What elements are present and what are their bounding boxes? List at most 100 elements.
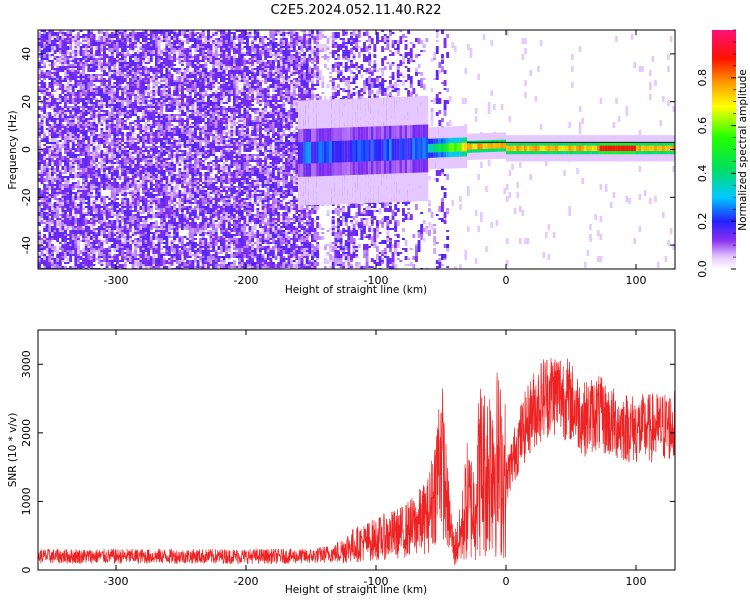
spectrogram-cell bbox=[61, 190, 65, 192]
spectrogram-cell bbox=[38, 56, 41, 58]
spectrogram-cell bbox=[53, 168, 57, 170]
spectrogram-cell bbox=[121, 234, 125, 236]
spectrogram-cell bbox=[131, 72, 135, 74]
spectrogram-cell bbox=[165, 32, 169, 38]
spectrogram-cell bbox=[69, 60, 73, 62]
spectrogram-cell bbox=[100, 198, 104, 202]
spectrogram-cell bbox=[74, 256, 78, 258]
spectrogram-cell bbox=[136, 110, 140, 112]
spectrogram-cell bbox=[126, 170, 130, 174]
spectrogram-cell bbox=[131, 258, 135, 264]
spectrogram-cell bbox=[74, 232, 78, 234]
spectrogram-cell bbox=[204, 132, 208, 134]
spectrogram-cell bbox=[56, 162, 60, 168]
spectrogram-cell bbox=[134, 110, 138, 116]
spectrogram-cell bbox=[178, 194, 182, 198]
spectrogram-cell bbox=[155, 220, 158, 222]
spectrogram-cell bbox=[82, 68, 86, 74]
spectrogram-cell bbox=[51, 220, 54, 222]
spectrogram-cell bbox=[74, 36, 78, 42]
spectrogram-cell bbox=[61, 38, 65, 40]
spectrogram-cell bbox=[139, 86, 143, 88]
spectrogram-cell bbox=[165, 42, 169, 44]
spectrogram-cell bbox=[38, 190, 41, 192]
spectrogram-cell bbox=[196, 32, 200, 34]
spectrogram-cell bbox=[201, 34, 205, 36]
spectrogram-cell bbox=[95, 46, 99, 52]
spectrogram-cell bbox=[74, 162, 78, 164]
spectrogram-cell bbox=[170, 178, 174, 182]
spectrogram-cell bbox=[123, 204, 127, 206]
spectrogram-cell bbox=[196, 158, 200, 162]
spectrogram-cell bbox=[173, 180, 177, 182]
spectrogram-cell bbox=[149, 116, 153, 120]
spectrogram-cell bbox=[183, 56, 187, 62]
spectrogram-cell bbox=[136, 176, 140, 178]
spectrogram-cell bbox=[118, 138, 122, 140]
spectrogram-cell bbox=[178, 226, 182, 228]
spectrogram-cell bbox=[144, 234, 148, 240]
spectrogram-cell bbox=[181, 240, 184, 242]
spectrogram-cell bbox=[131, 224, 135, 226]
spectrogram-cell bbox=[64, 156, 67, 162]
spectrogram-cell bbox=[199, 120, 203, 124]
spectrogram-cell bbox=[43, 194, 47, 196]
spectrogram-cell bbox=[155, 188, 158, 190]
spectrogram-cell bbox=[131, 78, 135, 82]
spectrogram-cell bbox=[178, 70, 182, 74]
spectrogram-cell bbox=[38, 40, 41, 42]
spectrogram-cell bbox=[53, 62, 57, 64]
spectrogram-cell bbox=[123, 142, 127, 144]
spectrogram-cell bbox=[155, 160, 158, 162]
spectrogram-cell bbox=[51, 176, 54, 182]
spectrogram-cell bbox=[66, 238, 70, 240]
spectrogram-cell bbox=[162, 170, 166, 174]
spectrogram-cell bbox=[103, 236, 106, 238]
spectrogram-cell bbox=[64, 130, 67, 134]
spectrogram-cell bbox=[40, 202, 44, 204]
spectrogram-cell bbox=[129, 68, 132, 70]
spectrogram-cell bbox=[56, 112, 60, 114]
spectrogram-cell bbox=[175, 126, 179, 130]
spectrogram-cell bbox=[173, 142, 177, 144]
spectrogram-cell bbox=[61, 144, 65, 148]
spectrogram-cell bbox=[178, 162, 182, 164]
spectrogram-cell bbox=[204, 158, 208, 160]
spectrogram-cell bbox=[191, 84, 195, 90]
spectrogram-cell bbox=[191, 90, 195, 92]
spectrogram-cell bbox=[45, 76, 49, 78]
spectrogram-cell bbox=[43, 96, 47, 102]
spectrogram-cell bbox=[199, 260, 203, 262]
spectrogram-cell bbox=[183, 166, 187, 172]
spectrogram-cell bbox=[53, 238, 57, 240]
spectrogram-cell bbox=[87, 160, 91, 162]
spectrogram-cell bbox=[181, 76, 184, 80]
spectrogram-cell bbox=[51, 238, 54, 240]
spectrogram-cell bbox=[56, 194, 60, 196]
spectrogram-cell bbox=[134, 166, 138, 170]
spectrogram-cell bbox=[186, 100, 190, 102]
spectrogram-cell bbox=[134, 128, 138, 130]
spectrogram-cell bbox=[196, 170, 200, 172]
spectrogram-cell bbox=[165, 178, 169, 180]
spectrogram-cell bbox=[97, 74, 101, 76]
spectrogram-cell bbox=[69, 122, 73, 128]
spectrogram-cell bbox=[131, 32, 135, 36]
spectrogram-cell bbox=[139, 236, 143, 238]
spectrogram-cell bbox=[108, 246, 112, 250]
spectrogram-cell bbox=[207, 108, 210, 110]
spectrogram-cell bbox=[194, 48, 197, 52]
spectrogram-cell bbox=[170, 132, 174, 138]
spectrogram-cell bbox=[110, 260, 114, 264]
spectrogram-cell bbox=[194, 90, 197, 96]
spectrogram-cell bbox=[173, 144, 177, 148]
spectrogram-cell bbox=[134, 184, 138, 190]
spectrogram-cell bbox=[61, 192, 65, 194]
spectrogram-cell bbox=[139, 254, 143, 258]
spectrogram-cell bbox=[90, 182, 93, 184]
spectrogram-cell bbox=[181, 64, 184, 66]
spectrogram-cell bbox=[48, 60, 52, 62]
spectrogram-cell bbox=[87, 42, 91, 46]
spectrogram-cell bbox=[66, 234, 70, 236]
spectrogram-cell bbox=[126, 166, 130, 172]
